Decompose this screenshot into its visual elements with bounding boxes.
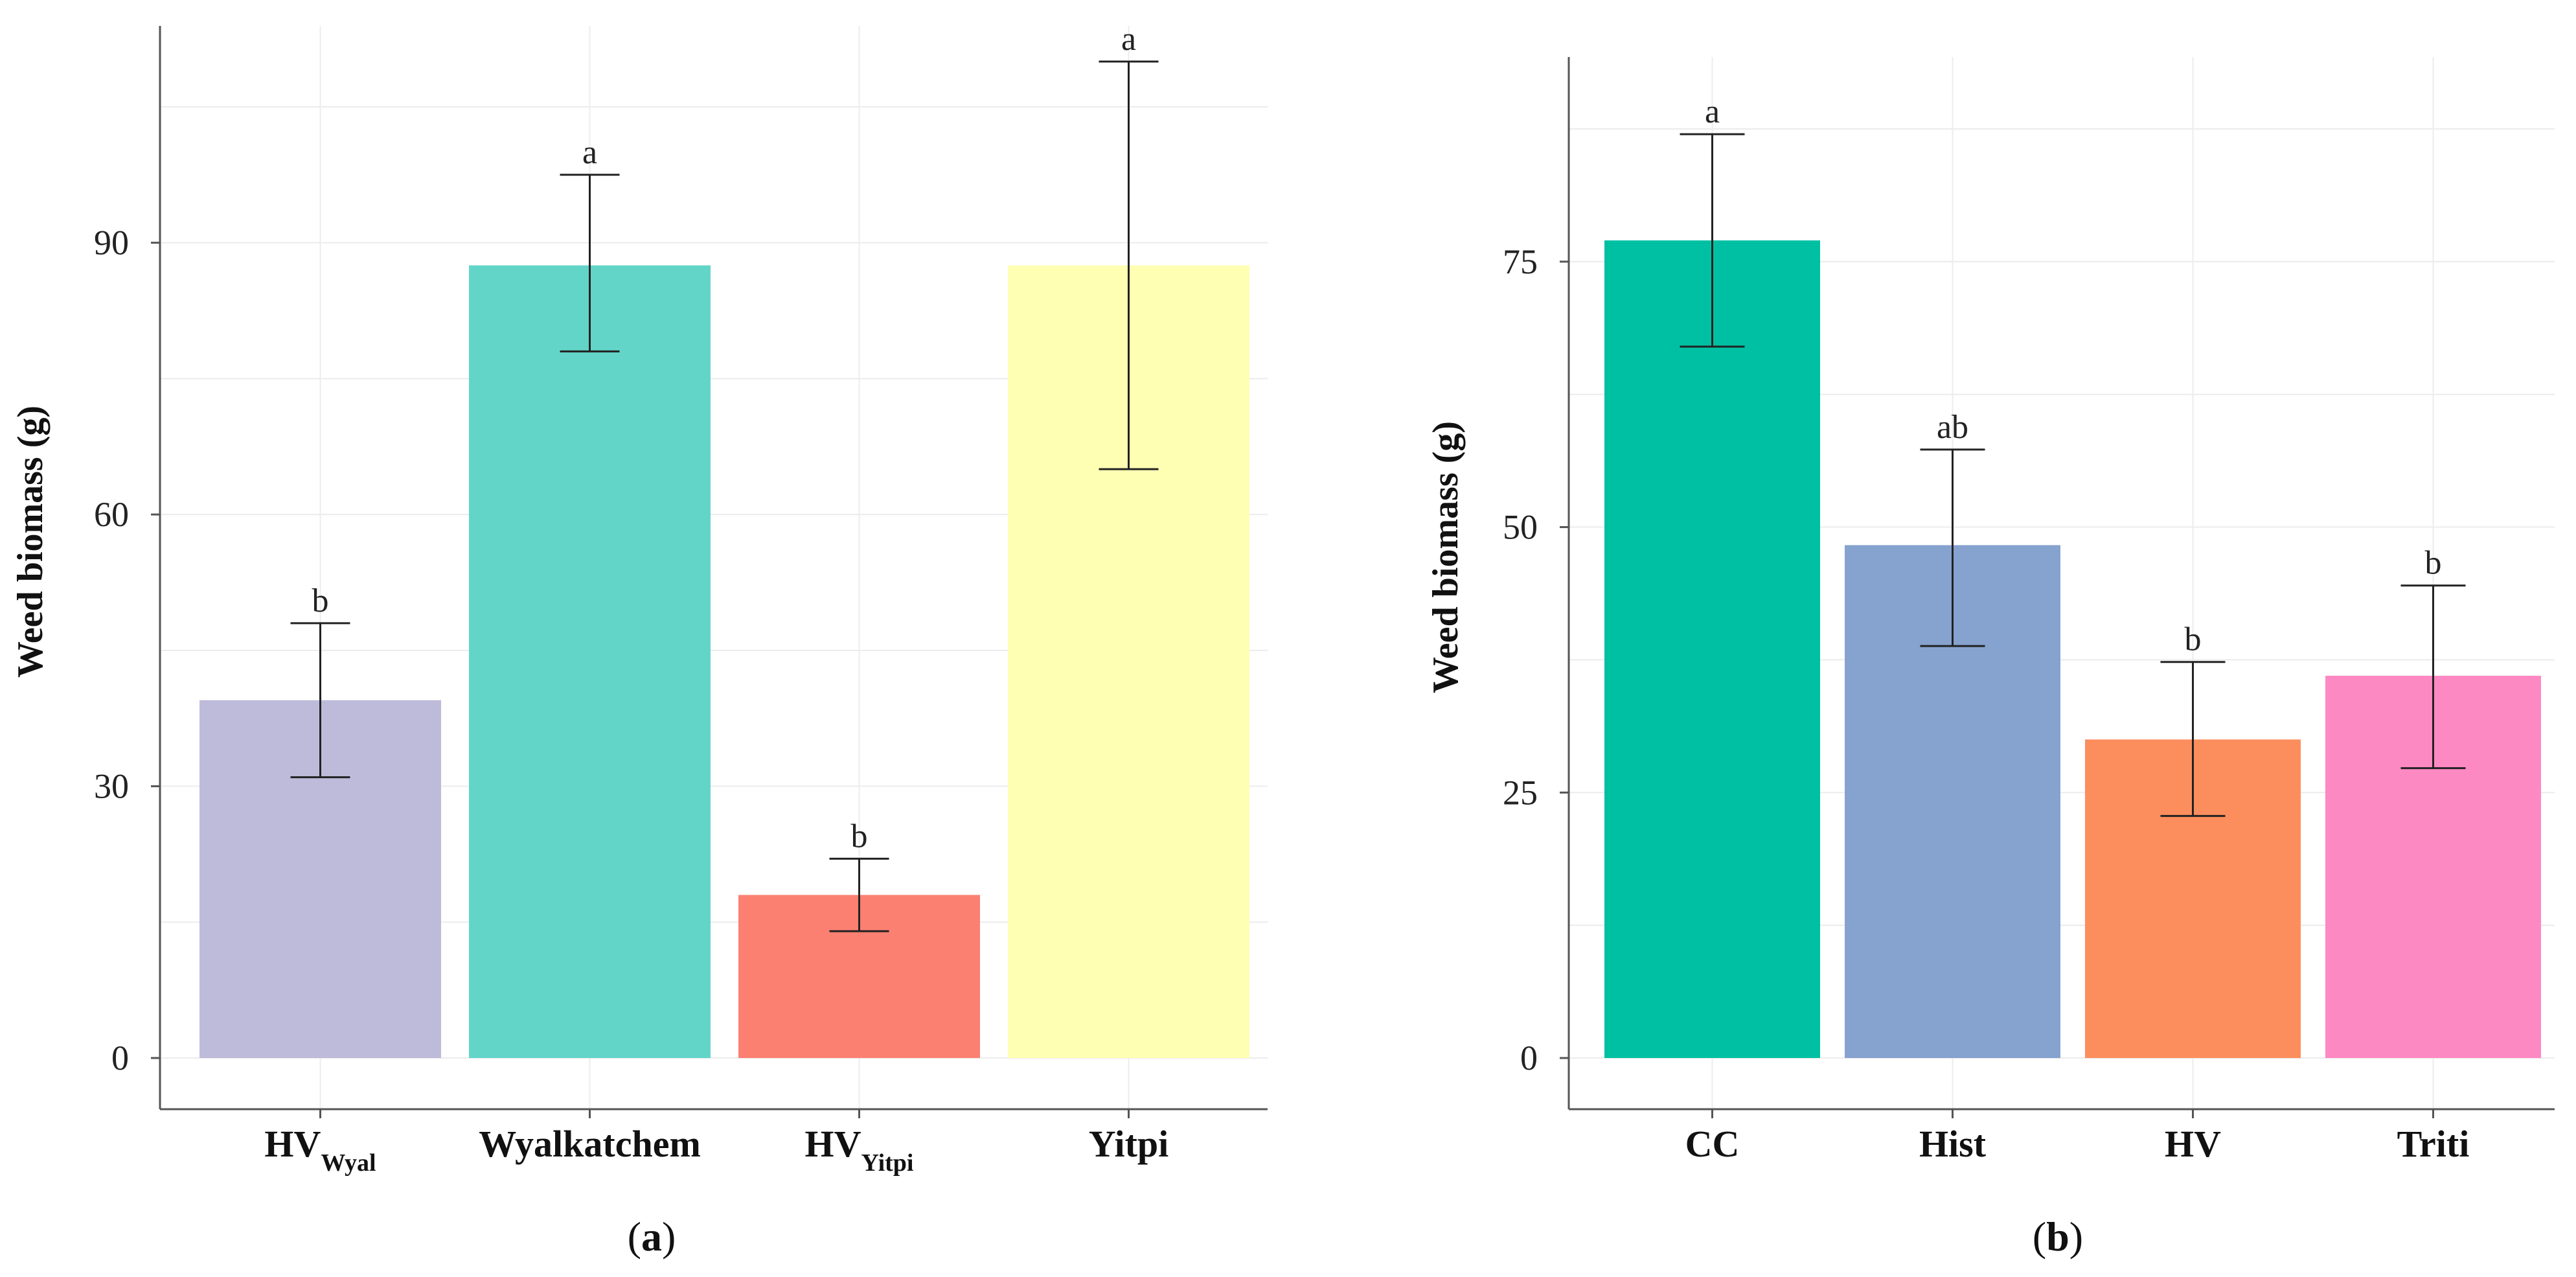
significance-label-a-1: b [312, 582, 329, 619]
x-tick-label-a-2: Wyalkatchem [479, 1123, 701, 1165]
y-tick-label-b: 25 [1503, 773, 1538, 812]
y-tick-label-b: 50 [1503, 508, 1538, 547]
x-tick-label-b-3: HV [2165, 1123, 2221, 1165]
y-tick-label-a: 30 [94, 767, 129, 806]
y-tick-label-b: 0 [1520, 1039, 1538, 1077]
error-bar-a-4 [1099, 60, 1159, 470]
x-tick-label-main: Yitpi [1089, 1123, 1169, 1165]
significance-label-b-2: ab [1937, 409, 1968, 446]
y-tick-label-a: 60 [94, 495, 129, 534]
y-axis-title-b: Weed biomass (g) [1426, 421, 1466, 693]
x-tick-label-main: HV [2165, 1123, 2221, 1165]
x-tick-label-b-2: Hist [1919, 1123, 1987, 1165]
panel-label-part: a [641, 1214, 662, 1260]
significance-label-b-3: b [2185, 621, 2202, 658]
panel-label-part: ( [628, 1214, 641, 1260]
panel-label-a: (a) [628, 1214, 676, 1260]
y-tick-label-b: 75 [1503, 242, 1538, 281]
error-bar-b-3 [2160, 661, 2226, 817]
significance-label-a-3: b [851, 818, 868, 855]
error-bar-b-1 [1680, 133, 1745, 348]
x-tick-label-main: CC [1685, 1123, 1740, 1165]
significance-label-a-4: a [1121, 21, 1136, 58]
error-bar-b-4 [2400, 584, 2466, 770]
y-tick-label-a: 90 [94, 224, 129, 262]
x-tick-label-a-3: HVYitpi [805, 1123, 914, 1177]
panel-label-part: ( [2033, 1214, 2046, 1260]
y-axis-title-a: Weed biomass (g) [10, 406, 51, 678]
x-tick-label-a-1: HVWyal [264, 1123, 376, 1177]
x-tick-label-subscript: Yitpi [861, 1149, 914, 1177]
panel-label-b: (b) [2033, 1214, 2083, 1260]
panel-label-part: b [2046, 1214, 2069, 1260]
x-tick-label-main: HV [805, 1123, 861, 1165]
significance-label-a-2: a [582, 134, 597, 171]
x-tick-label-main: Triti [2397, 1123, 2470, 1165]
bar-b-1 [1604, 240, 1820, 1058]
error-bar-a-3 [829, 857, 889, 932]
significance-label-b-4: b [2425, 545, 2442, 582]
chart-panel-b: a ab b b 0 25 50 75 CC Hist HV Triti Weed biomass (g… [1426, 57, 2555, 1260]
panel-label-part: ) [662, 1214, 676, 1260]
error-bar-a-2 [560, 174, 620, 352]
x-tick-label-subscript: Wyal [321, 1149, 376, 1177]
x-tick-label-b-4: Triti [2397, 1123, 2470, 1165]
significance-label-b-1: a [1705, 93, 1720, 130]
bar-a-2 [469, 265, 711, 1058]
x-tick-label-main: Hist [1919, 1123, 1987, 1165]
panel-label-part: ) [2069, 1214, 2083, 1260]
x-tick-label-a-4: Yitpi [1089, 1123, 1169, 1165]
y-tick-label-a: 0 [111, 1039, 129, 1077]
x-tick-label-main: Wyalkatchem [479, 1123, 701, 1165]
error-bar-b-2 [1920, 448, 1985, 647]
x-tick-label-b-1: CC [1685, 1123, 1740, 1165]
x-tick-label-main: HV [264, 1123, 321, 1165]
error-bar-a-1 [290, 622, 350, 779]
